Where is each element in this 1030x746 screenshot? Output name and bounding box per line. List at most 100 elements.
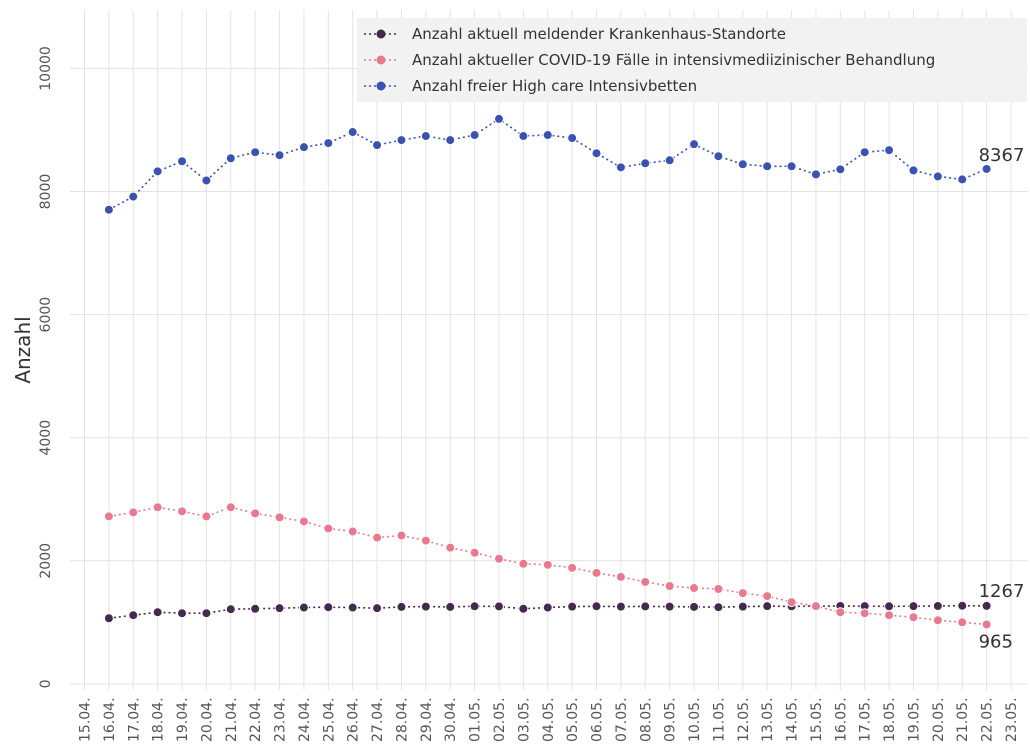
legend-box [357, 18, 1027, 102]
data-point [591, 567, 602, 578]
data-point [469, 601, 480, 612]
data-point [810, 601, 821, 612]
data-point [518, 603, 529, 614]
data-point [786, 161, 797, 172]
data-point [737, 588, 748, 599]
x-tick-label: 23.04. [273, 697, 289, 742]
data-point [469, 547, 480, 558]
x-tick-label: 12.05. [736, 697, 752, 742]
x-tick-label: 07.05. [614, 697, 630, 742]
data-point [177, 156, 188, 167]
x-tick-label: 06.05. [590, 697, 606, 742]
legend-marker [376, 55, 386, 65]
data-point [810, 169, 821, 180]
data-point [542, 602, 553, 613]
x-tick-label: 02.05. [492, 697, 508, 742]
x-tick-label: 09.05. [663, 697, 679, 742]
data-point [274, 150, 285, 161]
data-point [445, 542, 456, 553]
data-point [323, 602, 334, 613]
data-point [347, 526, 358, 537]
data-point [420, 601, 431, 612]
data-point [713, 584, 724, 595]
data-point [493, 553, 504, 564]
data-point [518, 131, 529, 142]
x-tick-label: 22.04. [248, 697, 264, 742]
data-point [786, 597, 797, 608]
data-point [323, 138, 334, 149]
x-tick-label: 11.05. [711, 697, 727, 742]
x-tick-label: 27.04. [370, 697, 386, 742]
data-point [884, 145, 895, 156]
data-point [567, 601, 578, 612]
data-point [737, 601, 748, 612]
data-point [762, 601, 773, 612]
data-point [908, 601, 919, 612]
data-point [957, 600, 968, 611]
end-label: 8367 [979, 145, 1025, 166]
data-point [396, 530, 407, 541]
data-point [762, 161, 773, 172]
data-point [737, 159, 748, 170]
data-point [689, 583, 700, 594]
data-point [298, 516, 309, 527]
data-point [567, 133, 578, 144]
x-tick-label: 04.05. [541, 697, 557, 742]
data-point [323, 523, 334, 534]
x-tick-label: 20.05. [931, 697, 947, 742]
data-point [689, 139, 700, 150]
data-point [859, 608, 870, 619]
data-point [981, 600, 992, 611]
x-tick-label: 15.05. [809, 697, 825, 742]
data-point [396, 135, 407, 146]
data-point [981, 619, 992, 630]
data-point [835, 607, 846, 618]
data-point [152, 607, 163, 618]
data-point [420, 131, 431, 142]
data-point [908, 165, 919, 176]
data-point [713, 151, 724, 162]
data-point [469, 130, 480, 141]
x-tick-label: 16.05. [833, 697, 849, 742]
data-point [128, 191, 139, 202]
x-tick-label: 10.05. [687, 697, 703, 742]
x-tick-label: 29.04. [419, 697, 435, 742]
data-point [640, 601, 651, 612]
end-label: 965 [979, 631, 1013, 652]
x-tick-label: 18.05. [882, 697, 898, 742]
x-tick-label: 16.04. [102, 697, 118, 742]
data-point [542, 130, 553, 141]
data-point [274, 512, 285, 523]
data-point [128, 610, 139, 621]
data-point [177, 608, 188, 619]
data-point [152, 166, 163, 177]
data-point [591, 601, 602, 612]
data-point [445, 135, 456, 146]
data-point [103, 613, 114, 624]
x-tick-label: 28.04. [394, 697, 410, 742]
data-point [493, 113, 504, 124]
data-point [689, 601, 700, 612]
legend-label: Anzahl aktuell meldender Krankenhaus-Sta… [412, 25, 786, 43]
y-axis-label: Anzahl [11, 316, 35, 383]
data-point [347, 127, 358, 138]
data-point [542, 559, 553, 570]
data-point [713, 602, 724, 613]
end-label: 1267 [979, 581, 1025, 602]
data-point [225, 153, 236, 164]
legend: Anzahl aktuell meldender Krankenhaus-Sta… [357, 18, 1027, 102]
data-point [250, 603, 261, 614]
data-point [298, 142, 309, 153]
x-tick-label: 13.05. [760, 697, 776, 742]
y-tick-label: 8000 [38, 174, 54, 210]
legend-marker [376, 81, 386, 91]
y-tick-label: 10000 [38, 46, 54, 91]
data-point [615, 601, 626, 612]
data-point [445, 601, 456, 612]
data-point [932, 601, 943, 611]
data-point [128, 507, 139, 518]
data-point [591, 148, 602, 159]
data-point [372, 603, 383, 614]
